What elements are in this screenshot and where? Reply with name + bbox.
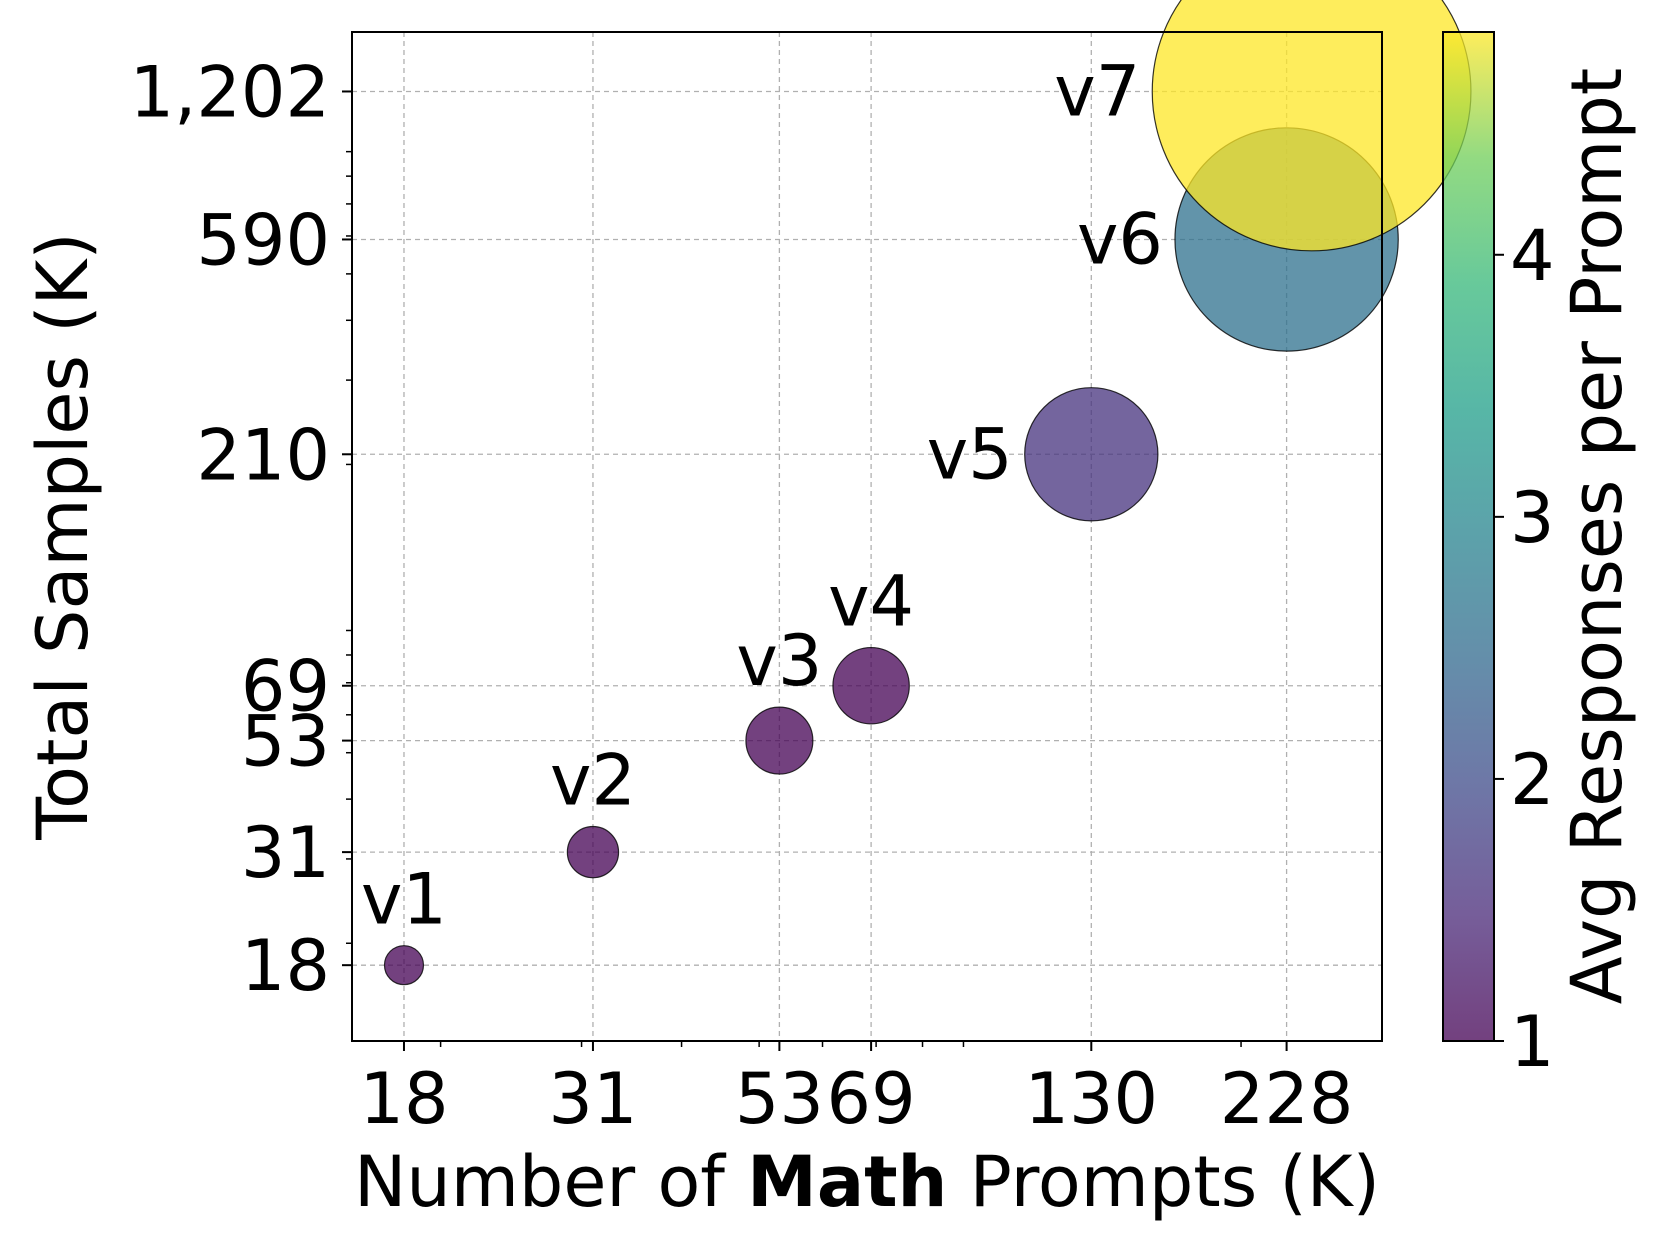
x-tick-label: 228	[1220, 1058, 1354, 1140]
x-tick-label: 130	[1024, 1058, 1158, 1140]
x-tick-label: 69	[827, 1058, 916, 1140]
x-tick-label: 53	[735, 1058, 824, 1140]
y-tick-label: 590	[196, 199, 330, 281]
bubble-label-v7: v7	[1054, 50, 1140, 132]
colorbar-tick-label: 1	[1510, 1001, 1555, 1083]
colorbar-tick-label: 3	[1510, 477, 1555, 559]
y-tick-label: 53	[241, 701, 330, 783]
bubble-v5	[1024, 387, 1159, 522]
bubble-label-v2: v2	[550, 740, 636, 822]
x-axis: 18 31 53 69 130 228	[359, 1041, 1353, 1140]
plot-frame	[351, 31, 1383, 1042]
colorbar-ticks: 1 2 3 4	[1494, 215, 1555, 1083]
x-tick-label: 18	[359, 1058, 448, 1140]
bubble-label-v4: v4	[828, 561, 914, 643]
bubble-v2	[566, 825, 620, 879]
bubble-label-v5: v5	[927, 413, 1013, 495]
bubble-label-v1: v1	[361, 859, 447, 941]
y-tick-label: 69	[241, 646, 330, 728]
y-tick-label: 31	[241, 812, 330, 894]
y-axis-label: Total Samples (K)	[22, 232, 104, 840]
bubble-v1	[383, 945, 425, 986]
y-tick-label: 210	[196, 414, 330, 496]
x-axis-label: Number of Math Prompts (K)	[354, 1141, 1380, 1223]
colorbar: 1 2 3 4 Avg Responses per Prompt	[1442, 31, 1638, 1083]
colorbar-frame	[1442, 31, 1495, 1042]
colorbar-tick-label: 4	[1510, 215, 1555, 297]
x-tick-label: 31	[548, 1058, 637, 1140]
bubble-v3	[745, 706, 814, 775]
y-tick-label: 18	[241, 925, 330, 1007]
bubble-v4	[832, 646, 910, 725]
bubble-label-v6: v6	[1077, 198, 1163, 280]
y-tick-label: 1,202	[130, 51, 330, 133]
colorbar-tick-label: 2	[1510, 739, 1555, 821]
colorbar-label: Avg Responses per Prompt	[1556, 68, 1638, 1004]
bubble-label-v3: v3	[736, 620, 822, 702]
colorbar-gradient	[1443, 32, 1494, 1041]
